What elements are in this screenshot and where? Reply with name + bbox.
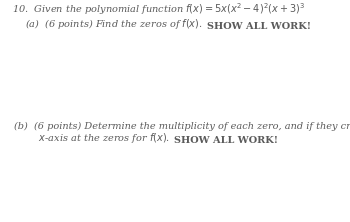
Text: $x$-axis at the zeros for $f(x)$.: $x$-axis at the zeros for $f(x)$. [14, 131, 174, 145]
Text: (b)  (6 points) Determine the multiplicity of each zero, and if they cross or to: (b) (6 points) Determine the multiplicit… [14, 122, 350, 131]
Text: SHOW ALL WORK!: SHOW ALL WORK! [174, 136, 278, 145]
Text: SHOW ALL WORK!: SHOW ALL WORK! [207, 22, 311, 31]
Text: 10.  Given the polynomial function $f(x) = 5x(x^2-4)^2(x+3)^3$: 10. Given the polynomial function $f(x) … [12, 1, 305, 17]
Text: (a)  (6 points) Find the zeros of $f(x)$.: (a) (6 points) Find the zeros of $f(x)$. [25, 17, 207, 31]
